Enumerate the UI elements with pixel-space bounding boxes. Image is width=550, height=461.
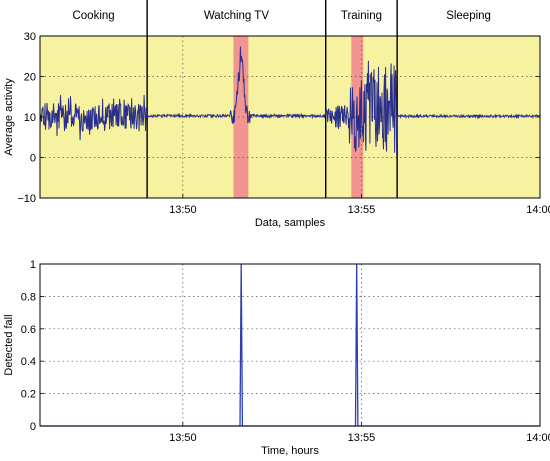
activity-x-tick-label: 14:00: [526, 204, 550, 216]
activity-phase-labels: Cooking Watching TV Training Sleeping: [72, 10, 490, 22]
activity-y-tick-label: 0: [30, 153, 36, 165]
fall-plot-background: [40, 264, 540, 426]
activity-y-axis-label: Average activity: [3, 78, 15, 156]
phase-label-watching-tv: Watching TV: [204, 10, 270, 22]
fall-x-tick-label: 13:55: [348, 432, 376, 444]
activity-x-tick-label: 13:55: [348, 204, 376, 216]
fall-y-tick-label: 0.8: [21, 291, 36, 303]
activity-x-axis-label: Data, samples: [255, 217, 326, 229]
phase-label-cooking: Cooking: [72, 10, 114, 22]
activity-y-tick-label: 30: [24, 31, 36, 43]
fall-y-tick-label: 0.6: [21, 324, 36, 336]
activity-dividers: [146, 0, 398, 198]
fall-chart: 0 0.2 0.4 0.6 0.8 1 13:50 13:55 14:00 Time, hou…: [3, 259, 550, 457]
phase-label-sleeping: Sleeping: [446, 10, 491, 22]
activity-signal-line: [39, 46, 540, 156]
fall-highlight-band-1: [233, 36, 249, 198]
activity-y-ticks: −10 0 10 20 30: [17, 31, 540, 205]
fall-x-ticks: 13:50 13:55 14:00: [169, 422, 550, 444]
fall-y-ticks: 0 0.2 0.4 0.6 0.8 1: [21, 259, 540, 433]
fall-y-tick-label: 1: [30, 259, 36, 271]
fall-y-tick-label: 0.4: [21, 356, 36, 368]
fall-y-tick-label: 0.2: [21, 389, 36, 401]
activity-chart: Cooking Watching TV Training Sleeping −10 0 1…: [3, 0, 550, 229]
phase-label-training: Training: [341, 10, 382, 22]
activity-y-tick-label: −10: [17, 193, 36, 205]
activity-y-tick-label: 10: [24, 112, 36, 124]
fall-x-tick-label: 13:50: [169, 432, 197, 444]
fall-x-tick-label: 14:00: [526, 432, 550, 444]
fall-x-axis-label: Time, hours: [261, 445, 319, 457]
fall-y-axis-label: Detected fall: [3, 314, 15, 375]
fall-y-tick-label: 0: [30, 421, 36, 433]
fall-plot-frame: [39, 263, 541, 427]
activity-x-tick-label: 13:50: [169, 204, 197, 216]
activity-x-ticks: 13:50 13:55 14:00: [169, 194, 550, 216]
activity-y-tick-label: 20: [24, 72, 36, 84]
